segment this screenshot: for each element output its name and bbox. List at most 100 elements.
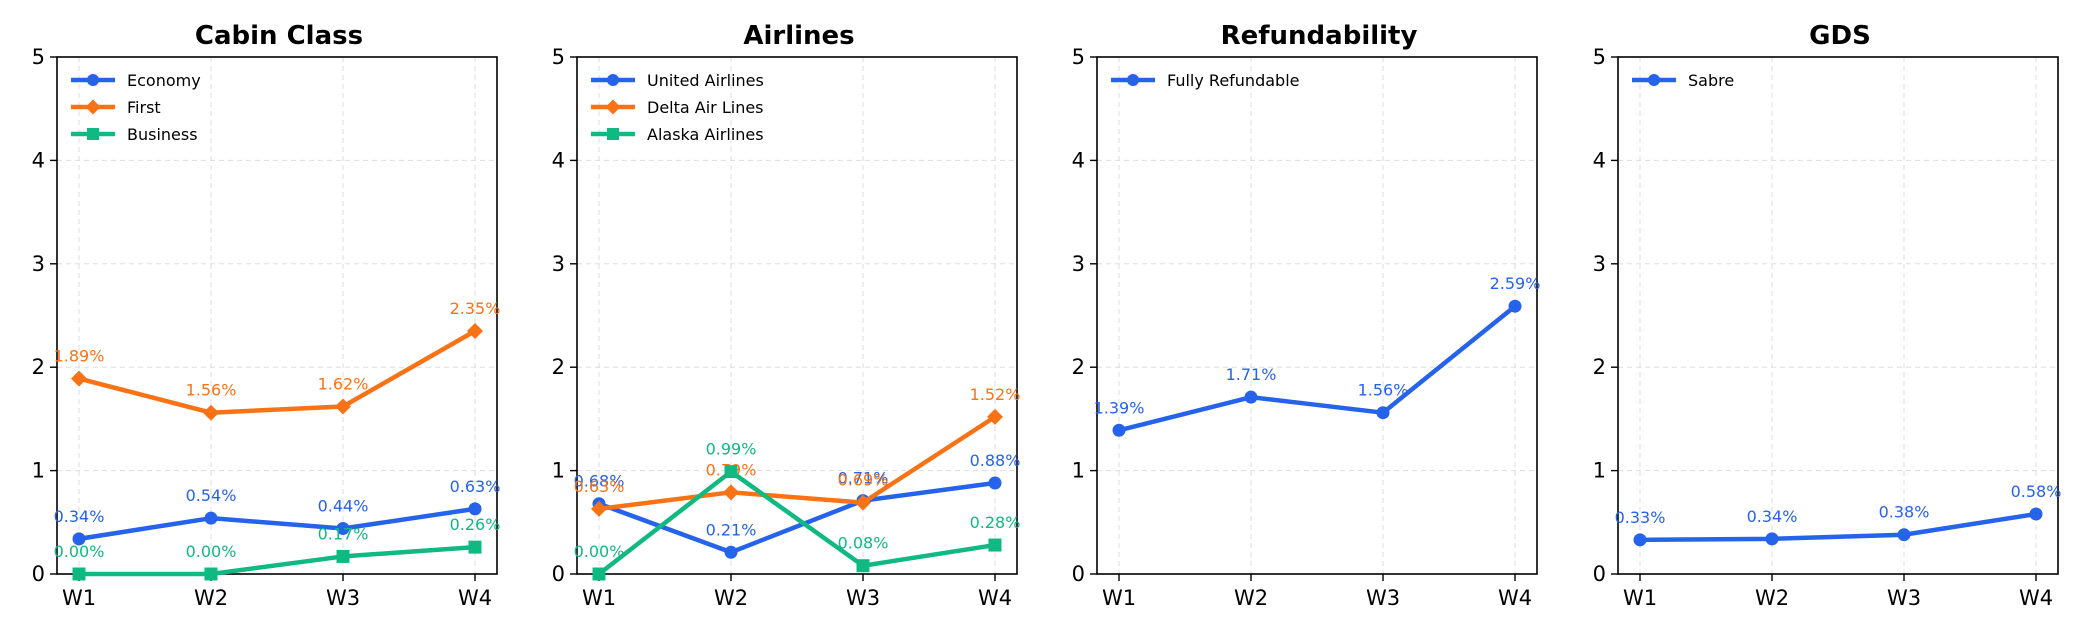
legend: United Airlines Delta Air Lines Alaska Air… <box>591 71 764 144</box>
panel-title-airlines: Airlines <box>743 21 854 51</box>
data-point <box>856 559 870 573</box>
data-point <box>855 494 871 511</box>
data-point <box>591 500 607 517</box>
x-tick-label: W2 <box>194 586 228 610</box>
series-line <box>596 469 998 577</box>
data-point <box>723 484 739 501</box>
x-tick-label: W4 <box>1498 586 1532 610</box>
x-tick-label: W3 <box>326 586 360 610</box>
data-label: 0.34% <box>54 507 105 526</box>
legend-label: Economy <box>127 71 201 90</box>
y-tick-label: 3 <box>1593 252 1606 276</box>
data-point <box>468 502 482 516</box>
legend: Economy First Business <box>71 71 201 144</box>
y-tick-label: 4 <box>1593 148 1606 172</box>
y-tick-label: 4 <box>552 148 565 172</box>
legend: Sabre <box>1632 71 1734 90</box>
data-label: 0.17% <box>318 524 369 543</box>
data-label: 0.54% <box>186 486 237 505</box>
data-label: 1.89% <box>54 347 105 366</box>
x-tick-label: W1 <box>582 586 616 610</box>
data-point <box>2029 507 2043 521</box>
data-point <box>204 567 218 581</box>
y-tick-label: 5 <box>552 45 565 69</box>
data-point <box>1765 532 1779 546</box>
x-tick-label: W1 <box>1102 586 1136 610</box>
legend-label: First <box>127 98 161 117</box>
series-sabre: 0.33% 0.34% 0.38% 0.58% <box>1615 482 2061 547</box>
data-point <box>724 465 738 479</box>
data-point <box>1897 528 1911 542</box>
data-label: 0.08% <box>838 534 889 553</box>
data-point <box>1633 533 1647 547</box>
y-tick-label: 0 <box>1072 562 1085 586</box>
data-point <box>1508 299 1522 313</box>
series-line <box>76 328 478 415</box>
legend: Fully Refundable <box>1111 71 1299 90</box>
panel-gds: GDS 0 1 2 3 4 5 W1 W2 W3 W4 0.33% 0.34% 0.38% 0.58% Sa… <box>1593 21 2062 610</box>
x-tick-label: W1 <box>1623 586 1657 610</box>
y-tick-label: 3 <box>32 252 45 276</box>
data-label: 0.63% <box>574 477 625 496</box>
x-tick-label: W1 <box>62 586 96 610</box>
series-alaska-airlines: 0.00% 0.99% 0.08% 0.28% <box>574 440 1020 581</box>
data-label: 0.88% <box>970 451 1021 470</box>
data-point <box>1244 390 1258 404</box>
series-line <box>76 506 478 542</box>
legend-label: Fully Refundable <box>1167 71 1299 90</box>
series-line <box>1116 303 1518 433</box>
data-label: 1.62% <box>318 374 369 393</box>
data-point <box>71 370 87 387</box>
data-label: 0.00% <box>54 542 105 561</box>
legend-marker <box>85 99 101 115</box>
x-tick-label: W4 <box>458 586 492 610</box>
y-tick-label: 4 <box>32 148 45 172</box>
data-label: 0.63% <box>450 477 501 496</box>
data-point <box>468 540 482 554</box>
legend-label: Delta Air Lines <box>647 98 764 117</box>
series-business: 0.00% 0.00% 0.17% 0.26% <box>54 515 500 581</box>
y-tick-label: 1 <box>1593 459 1606 483</box>
data-label: 1.52% <box>970 385 1021 404</box>
data-label: 0.69% <box>838 471 889 490</box>
data-label: 0.68% <box>574 472 625 491</box>
x-tick-label: W2 <box>1234 586 1268 610</box>
series-first: 1.89% 1.56% 1.62% 2.35% <box>54 299 501 421</box>
data-point <box>592 567 606 581</box>
data-label: 2.35% <box>450 299 501 318</box>
legend-marker <box>87 128 99 140</box>
x-tick-label: W3 <box>1366 586 1400 610</box>
panel-title-gds: GDS <box>1809 21 1871 51</box>
series-line <box>1637 511 2039 543</box>
y-tick-label: 4 <box>1072 148 1085 172</box>
legend-label: United Airlines <box>647 71 764 90</box>
data-point <box>336 522 350 536</box>
data-label: 0.44% <box>318 497 369 516</box>
series-united-airlines: 0.68% 0.21% 0.71% 0.88% <box>574 451 1021 559</box>
legend-label: Alaska Airlines <box>647 125 764 144</box>
y-tick-label: 5 <box>1072 45 1085 69</box>
data-label: 1.56% <box>1358 381 1409 400</box>
data-label: 0.00% <box>574 542 625 561</box>
y-tick-label: 1 <box>1072 459 1085 483</box>
y-tick-label: 1 <box>552 459 565 483</box>
panel-title-refundability: Refundability <box>1221 21 1418 51</box>
data-point <box>204 511 218 525</box>
y-tick-label: 0 <box>1593 562 1606 586</box>
legend-marker <box>607 74 619 86</box>
y-tick-label: 2 <box>1072 355 1085 379</box>
data-label: 0.99% <box>706 440 757 459</box>
data-point <box>72 567 86 581</box>
axes-frame <box>56 56 498 575</box>
data-label: 2.59% <box>1490 274 1541 293</box>
data-label: 0.21% <box>706 520 757 539</box>
y-tick-label: 5 <box>32 45 45 69</box>
x-tick-label: W3 <box>846 586 880 610</box>
data-label: 0.38% <box>1879 503 1930 522</box>
y-tick-label: 3 <box>552 252 565 276</box>
panel-title-cabin-class: Cabin Class <box>195 21 363 51</box>
legend-label: Sabre <box>1688 71 1734 90</box>
